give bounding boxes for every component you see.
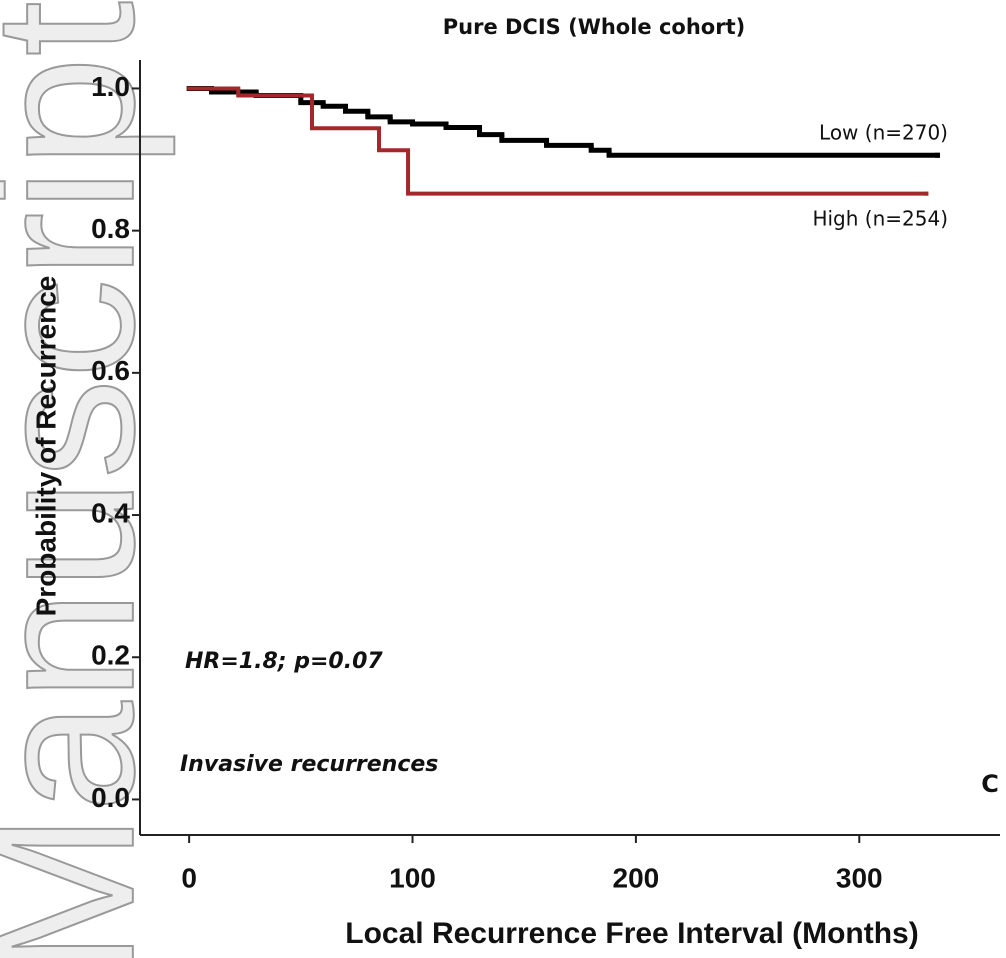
y-tick-label: 0.8: [91, 213, 130, 244]
y-tick-label: 1.0: [91, 71, 130, 102]
chart-title: Pure DCIS (Whole cohort): [443, 15, 745, 39]
watermark: Manuscript: [0, 1, 176, 958]
series-label: High (n=254): [812, 207, 948, 231]
y-axis-label: Probability of Recurrence: [30, 276, 61, 617]
y-tick-label: 0.0: [91, 782, 130, 813]
x-tick-label: 0: [181, 862, 197, 893]
x-tick-label: 100: [389, 862, 436, 893]
series-label: Low (n=270): [819, 121, 948, 145]
panel-label: C: [981, 770, 999, 798]
annotation: Invasive recurrences: [180, 752, 438, 777]
annotation: HR=1.8; p=0.07: [185, 649, 383, 674]
y-tick-label: 0.4: [91, 497, 130, 528]
x-axis-label: Local Recurrence Free Interval (Months): [345, 917, 919, 950]
y-tick-label: 0.2: [91, 640, 130, 671]
x-tick-label: 200: [613, 862, 660, 893]
x-tick-label: 300: [836, 862, 883, 893]
y-tick-label: 0.6: [91, 355, 130, 386]
